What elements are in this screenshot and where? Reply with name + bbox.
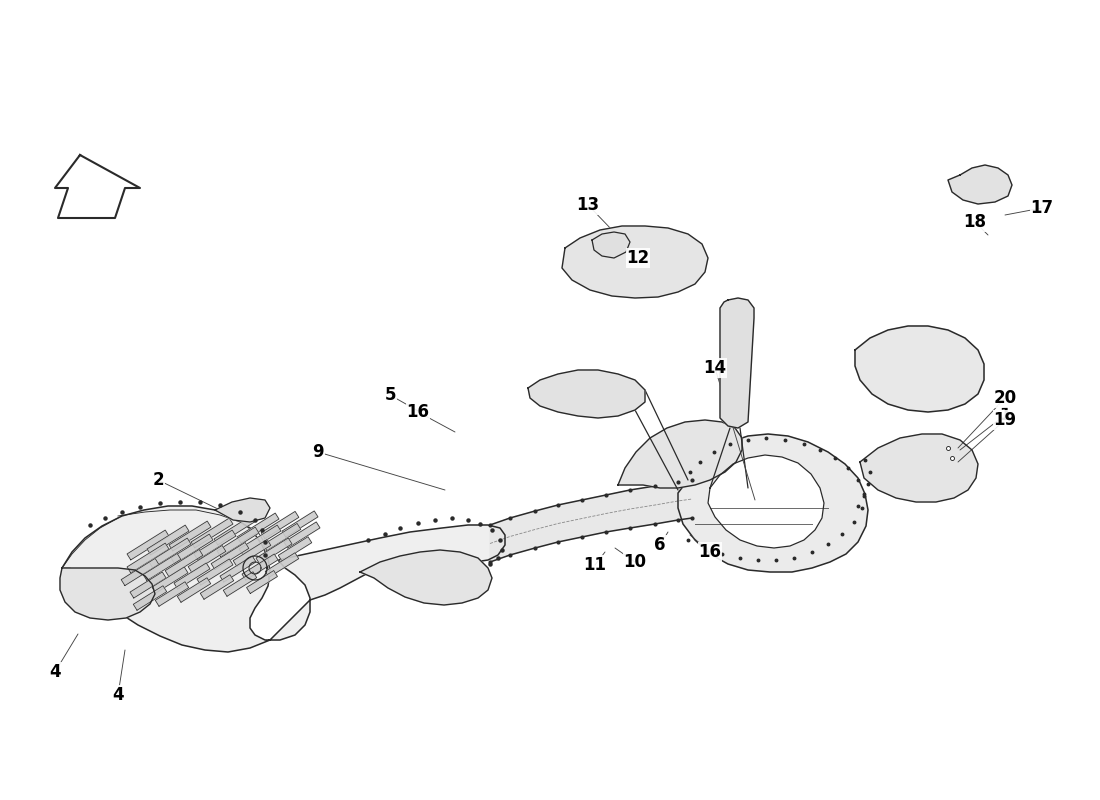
Polygon shape xyxy=(177,578,211,602)
Text: 13: 13 xyxy=(576,196,600,214)
Polygon shape xyxy=(278,537,311,562)
Polygon shape xyxy=(200,574,233,599)
Text: 4: 4 xyxy=(50,663,60,681)
Polygon shape xyxy=(678,434,868,572)
Text: 4: 4 xyxy=(112,686,124,704)
Polygon shape xyxy=(150,538,191,568)
Text: 11: 11 xyxy=(583,556,606,574)
Polygon shape xyxy=(855,326,984,412)
Text: 2: 2 xyxy=(152,471,164,489)
Polygon shape xyxy=(147,525,189,555)
Polygon shape xyxy=(133,586,167,610)
Polygon shape xyxy=(214,515,256,545)
Polygon shape xyxy=(239,525,280,555)
Polygon shape xyxy=(152,567,188,593)
Polygon shape xyxy=(194,530,235,560)
Polygon shape xyxy=(246,570,277,594)
Polygon shape xyxy=(188,546,226,573)
Polygon shape xyxy=(220,556,256,582)
Polygon shape xyxy=(62,506,505,652)
Polygon shape xyxy=(143,554,180,581)
Polygon shape xyxy=(174,563,210,589)
Text: 5: 5 xyxy=(384,386,396,404)
Polygon shape xyxy=(238,513,279,543)
Polygon shape xyxy=(592,232,630,258)
Polygon shape xyxy=(191,518,233,548)
Polygon shape xyxy=(121,558,158,586)
Polygon shape xyxy=(165,550,202,577)
Polygon shape xyxy=(284,522,320,548)
Text: 6: 6 xyxy=(654,536,666,554)
Polygon shape xyxy=(490,480,692,562)
Polygon shape xyxy=(562,226,708,298)
Text: 20: 20 xyxy=(993,389,1016,407)
Polygon shape xyxy=(128,543,169,573)
Polygon shape xyxy=(214,498,270,522)
Text: 16: 16 xyxy=(407,403,429,421)
Polygon shape xyxy=(60,568,155,620)
Text: 10: 10 xyxy=(624,553,647,571)
Text: 1: 1 xyxy=(999,406,1011,424)
Text: 16: 16 xyxy=(698,543,722,561)
Polygon shape xyxy=(211,542,249,570)
Polygon shape xyxy=(860,434,978,502)
Polygon shape xyxy=(197,559,233,585)
Polygon shape xyxy=(261,511,299,538)
Text: 14: 14 xyxy=(703,359,727,377)
Polygon shape xyxy=(172,534,213,564)
Polygon shape xyxy=(256,538,292,564)
Polygon shape xyxy=(169,521,211,551)
Polygon shape xyxy=(242,554,278,580)
Polygon shape xyxy=(360,550,492,605)
Polygon shape xyxy=(128,530,169,560)
Text: 19: 19 xyxy=(993,411,1016,429)
Polygon shape xyxy=(618,420,742,488)
Polygon shape xyxy=(263,523,300,550)
Polygon shape xyxy=(708,455,824,548)
Text: 12: 12 xyxy=(626,249,650,267)
Polygon shape xyxy=(223,572,256,596)
Polygon shape xyxy=(720,298,754,428)
Text: 17: 17 xyxy=(1031,199,1054,217)
Text: 18: 18 xyxy=(964,213,987,231)
Polygon shape xyxy=(948,165,1012,204)
Polygon shape xyxy=(217,527,258,557)
Polygon shape xyxy=(265,553,299,578)
Polygon shape xyxy=(528,370,645,418)
Polygon shape xyxy=(130,572,166,598)
Text: 9: 9 xyxy=(312,443,323,461)
Polygon shape xyxy=(55,155,140,218)
Polygon shape xyxy=(233,539,271,566)
Polygon shape xyxy=(282,511,318,537)
Polygon shape xyxy=(155,582,189,606)
